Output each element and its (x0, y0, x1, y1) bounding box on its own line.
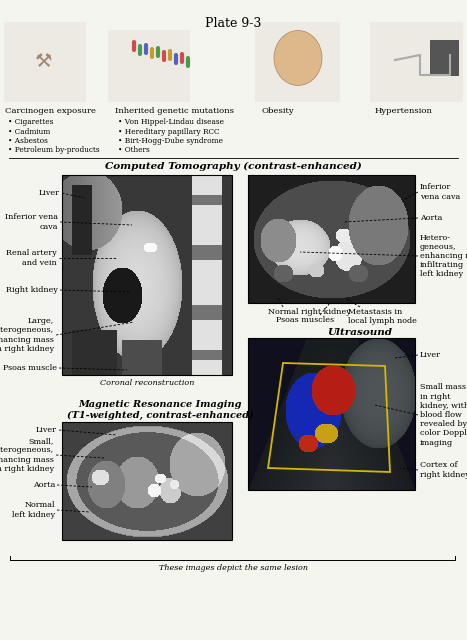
Text: Hetero-
geneous,
enhancing mass
infiltrating
left kidney: Hetero- geneous, enhancing mass infiltra… (420, 234, 467, 278)
Text: Psoas muscles: Psoas muscles (276, 316, 334, 324)
Text: Plate 9-3: Plate 9-3 (205, 17, 262, 30)
Text: Hypertension: Hypertension (375, 107, 433, 115)
Bar (255, 22, 340, 102)
Text: Right kidney: Right kidney (6, 286, 58, 294)
Text: Large,
heterogeneous,
enhancing mass
in right kidney: Large, heterogeneous, enhancing mass in … (0, 317, 54, 353)
Text: Carcinogen exposure: Carcinogen exposure (5, 107, 96, 115)
Text: Inferior
vena cava: Inferior vena cava (420, 184, 460, 200)
Text: ⚒: ⚒ (35, 52, 53, 72)
Text: Renal artery
and vein: Renal artery and vein (6, 250, 57, 267)
Text: Aorta: Aorta (33, 481, 55, 489)
Text: Small mass
in right
kidney, with
blood flow
revealed by
color Doppler
imaging: Small mass in right kidney, with blood f… (420, 383, 467, 447)
Text: These images depict the same lesion: These images depict the same lesion (159, 564, 308, 572)
Text: Inferior vena
cava: Inferior vena cava (5, 213, 58, 230)
Text: Liver: Liver (36, 426, 57, 434)
Text: Psoas muscle: Psoas muscle (3, 364, 57, 372)
Text: • Asbestos: • Asbestos (8, 137, 48, 145)
Bar (370, 22, 463, 102)
Text: Ultrasound: Ultrasound (327, 328, 392, 337)
Bar (62, 175, 232, 375)
Text: Liver: Liver (39, 189, 60, 197)
Text: • Others: • Others (118, 147, 150, 154)
Text: Aorta: Aorta (420, 214, 442, 222)
Bar (108, 30, 190, 102)
Bar (62, 422, 232, 540)
Bar (4, 22, 86, 102)
Text: Cortex of
right kidney: Cortex of right kidney (420, 461, 467, 479)
Text: • Cigarettes: • Cigarettes (8, 118, 53, 126)
Text: Small,
heterogeneous,
enhancing mass
in right kidney: Small, heterogeneous, enhancing mass in … (0, 437, 54, 473)
Text: Metastasis in
local lymph node: Metastasis in local lymph node (348, 308, 417, 325)
Text: Normal
left kidney: Normal left kidney (12, 501, 55, 518)
Text: • Hereditary papillary RCC: • Hereditary papillary RCC (118, 127, 219, 136)
Text: Normal right kidney: Normal right kidney (268, 308, 351, 316)
Text: Inherited genetic mutations: Inherited genetic mutations (115, 107, 234, 115)
Ellipse shape (274, 31, 322, 86)
Bar (248, 175, 415, 303)
Text: Computed Tomography (contrast-enhanced): Computed Tomography (contrast-enhanced) (105, 162, 362, 171)
Bar (430, 40, 458, 75)
Text: Liver: Liver (420, 351, 441, 359)
Text: Obesity: Obesity (262, 107, 295, 115)
Text: Coronal reconstruction: Coronal reconstruction (100, 379, 194, 387)
Text: • Von Hippel-Lindau disease: • Von Hippel-Lindau disease (118, 118, 224, 126)
Text: • Petroleum by-products: • Petroleum by-products (8, 147, 99, 154)
Text: • Birt-Hogg-Dube syndrome: • Birt-Hogg-Dube syndrome (118, 137, 223, 145)
Text: • Cadmium: • Cadmium (8, 127, 50, 136)
Bar (248, 338, 415, 490)
Text: Magnetic Resonance Imaging
(T1-weighted, contrast-enhanced): Magnetic Resonance Imaging (T1-weighted,… (67, 400, 254, 420)
